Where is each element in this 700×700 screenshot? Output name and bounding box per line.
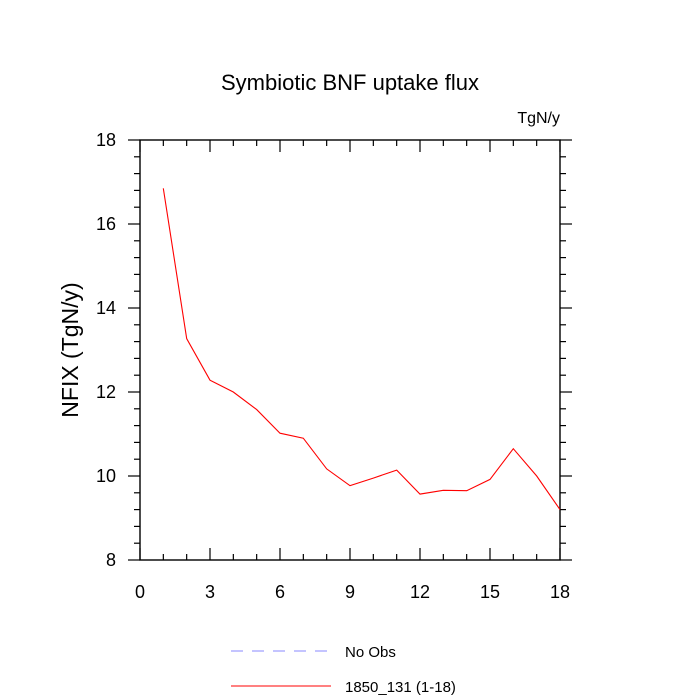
series-line xyxy=(162,188,561,510)
series-lines xyxy=(162,188,561,510)
x-tick-label: 9 xyxy=(345,582,355,602)
y-tick-label: 14 xyxy=(96,298,116,318)
x-tick-label: 18 xyxy=(550,582,570,602)
legend-label: 1850_131 (1-18) xyxy=(345,679,456,696)
y-axis-label: NFIX (TgN/y) xyxy=(57,282,83,417)
units-label: TgN/y xyxy=(517,110,560,127)
y-tick-label: 12 xyxy=(96,382,116,402)
x-tick-label: 6 xyxy=(275,582,285,602)
x-tick-label: 15 xyxy=(480,582,500,602)
chart-title: Symbiotic BNF uptake flux xyxy=(221,70,479,95)
plot-frame xyxy=(139,139,561,561)
y-tick-label: 18 xyxy=(96,130,116,150)
legend-label: No Obs xyxy=(345,644,396,661)
y-tick-label: 16 xyxy=(96,214,116,234)
legend: No Obs 1850_131 (1-18) xyxy=(231,644,456,696)
x-tick-label: 3 xyxy=(205,582,215,602)
x-tick-label: 0 xyxy=(135,582,145,602)
y-tick-label: 10 xyxy=(96,466,116,486)
axes: 0 3 6 9 12 15 18 8 10 12 14 16 18 xyxy=(96,130,572,602)
y-tick-label: 8 xyxy=(106,550,116,570)
x-tick-label: 12 xyxy=(410,582,430,602)
